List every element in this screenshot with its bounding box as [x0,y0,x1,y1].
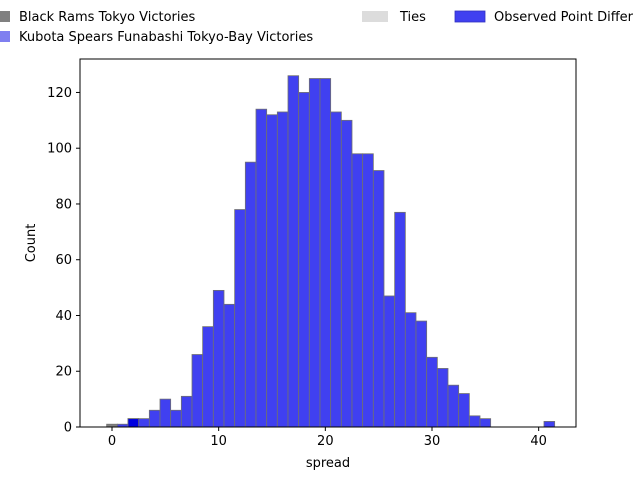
x-tick-label: 30 [424,434,441,449]
bar-kubota-spears [202,326,214,428]
bar-kubota-spears [394,211,406,428]
y-tick-label: 60 [55,253,72,268]
bar-kubota-spears [319,78,332,428]
y-tick-label: 20 [55,365,72,380]
bar-kubota-spears [340,119,353,428]
bar-kubota-spears [287,75,300,428]
bar-kubota-spears [298,92,310,428]
bar-kubota-spears [543,421,556,428]
y-tick-label: 120 [47,86,72,101]
y-tick-label: 80 [55,197,72,212]
bar-kubota-spears [436,368,449,428]
y-tick-label: 100 [47,142,72,157]
legend-label-kubota-spears: Kubota Spears Funabashi Tokyo-Bay Victor… [19,30,313,45]
bar-kubota-spears [212,289,225,428]
bar-kubota-spears [362,153,374,428]
bar-kubota-spears [180,395,193,428]
x-axis-label: spread [306,456,350,471]
bar-kubota-spears [404,312,417,428]
x-tick-label: 0 [108,434,116,449]
histogram-bars [106,75,556,428]
bar-kubota-spears [351,153,364,428]
y-axis-ticks: 0 20 40 60 80 100 120 [47,86,80,436]
bar-kubota-spears [308,78,321,428]
bar-kubota-spears [159,398,172,428]
plot-area-frame [79,58,577,428]
legend-label-black-rams: Black Rams Tokyo Victories [19,10,195,25]
bar-kubota-spears [266,114,278,428]
bar-kubota-spears [191,354,204,428]
bar-kubota-spears [244,161,257,428]
bar-kubota-spears [479,418,492,428]
bar-kubota-spears [383,295,396,428]
bar-kubota-spears [330,111,342,428]
y-tick-label: 40 [55,309,72,324]
bar-kubota-spears [447,384,460,428]
bar-kubota-spears [234,209,246,428]
y-axis-label: Count [24,224,39,263]
bar-kubota-spears [468,415,481,428]
bar-kubota-spears [148,409,161,428]
bar-kubota-spears [372,170,385,428]
x-axis-ticks: 0 10 20 30 40 [108,427,547,449]
bar-kubota-spears [255,108,268,428]
bar-observed-point-difference [127,418,140,428]
legend-label-ties: Ties [399,10,426,25]
x-tick-label: 20 [317,434,334,449]
legend-swatch-observed [454,10,486,23]
bar-kubota-spears [415,320,428,428]
y-tick-label: 0 [64,421,72,436]
bar-kubota-spears [170,409,182,428]
x-tick-label: 10 [210,434,227,449]
legend-swatch-black-rams [0,11,10,22]
legend-label-observed: Observed Point Differ [494,10,634,25]
legend-swatch-kubota-spears [0,31,10,42]
bar-kubota-spears [458,393,470,428]
legend-swatch-ties [362,11,388,22]
bar-kubota-spears [276,111,289,428]
bar-kubota-spears [426,356,438,428]
legend: Black Rams Tokyo Victories Kubota Spears… [0,10,634,45]
bar-kubota-spears [138,418,150,428]
x-tick-label: 40 [530,434,547,449]
bar-kubota-spears [223,303,236,428]
